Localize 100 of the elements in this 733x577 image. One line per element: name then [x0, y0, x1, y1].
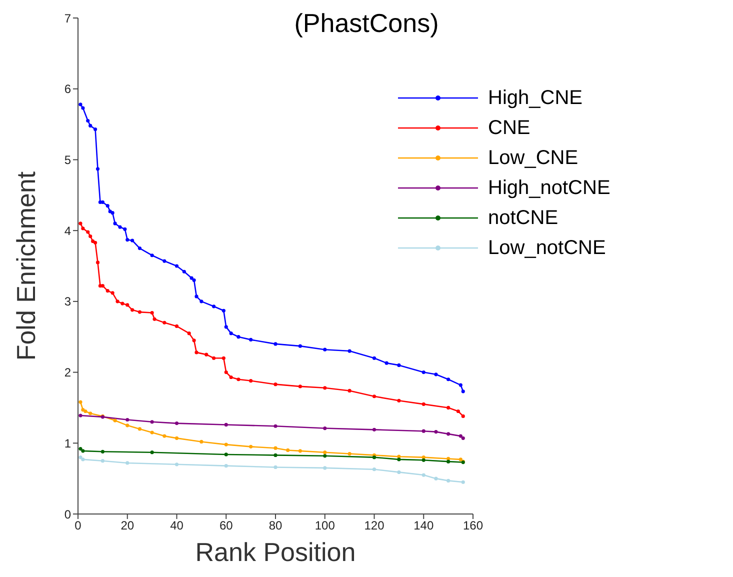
point — [150, 420, 154, 424]
point — [446, 460, 450, 464]
point — [397, 363, 401, 367]
legend-label: Low_CNE — [488, 146, 578, 170]
point — [96, 167, 100, 171]
point — [138, 427, 142, 431]
point — [78, 447, 82, 451]
point — [229, 375, 233, 380]
point — [461, 436, 465, 440]
point — [174, 436, 179, 440]
x-tick-label: 160 — [462, 518, 484, 533]
y-tick-label: 5 — [64, 152, 72, 167]
point — [116, 300, 120, 304]
y-axis-title: Fold Enrichment — [11, 170, 42, 361]
point — [249, 444, 253, 448]
point — [126, 418, 130, 422]
point — [274, 453, 278, 457]
point — [150, 450, 154, 454]
x-tick-label: 140 — [414, 518, 434, 533]
point — [192, 278, 196, 282]
point — [93, 127, 98, 132]
point — [458, 434, 462, 438]
point — [88, 234, 92, 238]
point — [81, 106, 85, 110]
point — [446, 478, 450, 482]
point — [372, 456, 376, 460]
legend-label: High_notCNE — [488, 176, 610, 200]
point — [222, 356, 226, 360]
point — [224, 422, 228, 427]
point — [78, 456, 82, 460]
point — [397, 458, 401, 462]
point — [150, 430, 154, 434]
y-tick-label: 3 — [64, 294, 72, 309]
point — [323, 386, 327, 390]
point — [152, 317, 156, 321]
point — [123, 227, 127, 231]
point — [461, 480, 465, 484]
y-tick-label: 4 — [64, 224, 72, 238]
point — [372, 394, 376, 398]
legend-label: Low_notCNE — [488, 236, 606, 260]
point — [130, 238, 134, 242]
point — [78, 222, 82, 226]
point — [458, 383, 462, 387]
point — [130, 308, 134, 312]
point — [150, 310, 154, 315]
point — [397, 398, 401, 402]
point — [461, 390, 465, 394]
x-tick-label: 120 — [364, 518, 385, 533]
point — [200, 300, 204, 304]
point — [224, 370, 228, 374]
point — [96, 260, 100, 264]
point — [229, 332, 233, 336]
point — [422, 473, 426, 477]
legend-label: High_CNE — [488, 86, 582, 110]
point — [81, 226, 85, 230]
point — [446, 406, 450, 410]
point — [93, 240, 98, 244]
point — [78, 400, 82, 404]
point — [236, 335, 240, 339]
point — [224, 452, 228, 456]
point — [384, 361, 388, 365]
point — [192, 338, 196, 342]
point — [434, 476, 438, 480]
x-tick-label: 0 — [74, 518, 82, 533]
point — [113, 418, 117, 422]
point — [86, 118, 90, 123]
point — [323, 348, 327, 352]
point — [78, 102, 82, 106]
point — [81, 458, 85, 462]
y-tick-label: 6 — [64, 82, 72, 96]
point — [190, 276, 194, 280]
point — [422, 370, 426, 374]
point — [194, 350, 198, 354]
point — [274, 424, 278, 428]
y-tick-label: 0 — [64, 507, 72, 522]
point — [323, 426, 327, 430]
point — [138, 246, 142, 250]
point — [106, 204, 110, 208]
point — [126, 238, 130, 242]
point — [323, 466, 327, 470]
point — [348, 452, 352, 456]
legend-label: notCNE — [488, 206, 558, 230]
point — [78, 414, 82, 418]
point — [422, 458, 426, 462]
point — [298, 449, 302, 453]
point — [212, 356, 216, 360]
point — [222, 308, 226, 312]
point — [162, 434, 166, 438]
point — [86, 230, 90, 234]
y-tick-label: 2 — [64, 366, 72, 380]
point — [446, 378, 450, 382]
point — [224, 464, 228, 468]
point — [162, 259, 166, 263]
point — [91, 239, 95, 243]
point — [212, 304, 216, 308]
point — [372, 468, 376, 472]
point — [461, 414, 465, 418]
point — [397, 470, 401, 474]
point — [446, 432, 450, 436]
point — [298, 344, 302, 348]
